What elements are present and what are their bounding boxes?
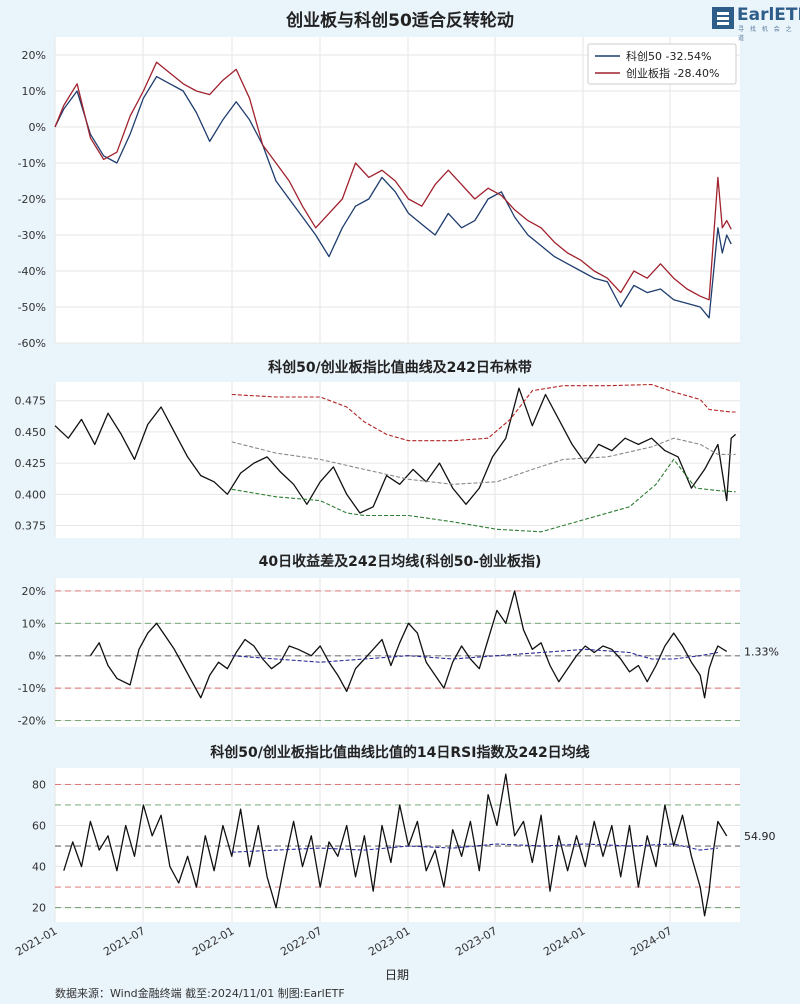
series-line-3-1	[231, 843, 718, 853]
logo-subtitle: 寻 找 机 会 之 道	[738, 26, 794, 42]
y-tick-label: 60	[32, 819, 46, 832]
legend-box	[587, 43, 737, 85]
x-tick-label: 2024-07	[628, 924, 674, 958]
x-axis-label: 日期	[385, 968, 409, 982]
plot-area-2	[55, 578, 740, 727]
y-tick-label: -50%	[18, 301, 46, 314]
x-tick-label: 2021-07	[101, 924, 147, 958]
main-title: 创业板与科创50适合反转轮动	[286, 11, 514, 31]
y-tick-label: 0.475	[15, 395, 47, 408]
x-tick-label: 2023-01	[366, 924, 412, 958]
end-value-label: 54.90	[744, 830, 776, 843]
x-tick-label: 2022-07	[278, 924, 324, 958]
end-value-label: 1.33%	[744, 645, 779, 658]
panel-title-1: 科创50/创业板指比值曲线及242日布林带	[268, 359, 532, 376]
legend-label: 科创50 -32.54%	[626, 49, 711, 63]
panel-title-3: 科创50/创业板指比值曲线比值的14日RSI指数及242日均线	[210, 744, 589, 761]
plot-area-0	[55, 37, 740, 343]
series-line-3-0	[63, 773, 728, 917]
y-tick-label: -30%	[18, 229, 46, 242]
series-line-1-2	[231, 437, 736, 485]
y-tick-label: 10%	[22, 617, 46, 630]
series-line-2-1	[231, 648, 718, 663]
y-tick-label: 80	[32, 778, 46, 791]
y-tick-label: -20%	[18, 715, 46, 728]
y-tick-label: -60%	[18, 337, 46, 350]
y-tick-label: 20%	[22, 585, 46, 598]
y-tick-label: 0%	[29, 650, 46, 663]
x-tick-label: 2022-01	[190, 924, 236, 958]
x-tick-label: 2024-01	[541, 924, 587, 958]
y-tick-label: 0.400	[15, 488, 47, 501]
y-tick-label: 0%	[29, 121, 46, 134]
y-tick-label: 20%	[22, 49, 46, 62]
y-tick-label: 10%	[22, 85, 46, 98]
series-line-0-1	[54, 61, 732, 301]
panel-title-2: 40日收益差及242日均线(科创50-创业板指)	[259, 553, 542, 570]
series-line-2-0	[89, 590, 728, 699]
logo-text: EarlETF	[737, 5, 800, 25]
plot-area-3	[55, 768, 740, 922]
y-tick-label: 20	[32, 902, 46, 915]
y-tick-label: 0.425	[15, 457, 47, 470]
logo-icon	[712, 7, 734, 29]
y-tick-label: -10%	[18, 157, 46, 170]
legend-label: 创业板指 -28.40%	[626, 66, 719, 80]
y-tick-label: -20%	[18, 193, 46, 206]
series-line-1-1	[231, 383, 736, 442]
y-tick-label: 40	[32, 861, 46, 874]
y-tick-label: -40%	[18, 265, 46, 278]
y-tick-label: -10%	[18, 682, 46, 695]
y-tick-label: 0.375	[15, 520, 47, 533]
logo: EarlETF 寻 找 机 会 之 道	[712, 5, 800, 42]
footer-source: 数据来源：Wind金融终端 截至:2024/11/01 制图:EarlETF	[55, 987, 345, 1000]
y-tick-label: 0.450	[15, 426, 47, 439]
series-line-1-3	[231, 458, 736, 533]
series-line-0-0	[54, 75, 732, 319]
series-line-1-0	[54, 387, 737, 514]
plot-area-1	[55, 382, 740, 538]
x-tick-label: 2021-01	[13, 924, 59, 958]
x-tick-label: 2023-07	[453, 924, 499, 958]
